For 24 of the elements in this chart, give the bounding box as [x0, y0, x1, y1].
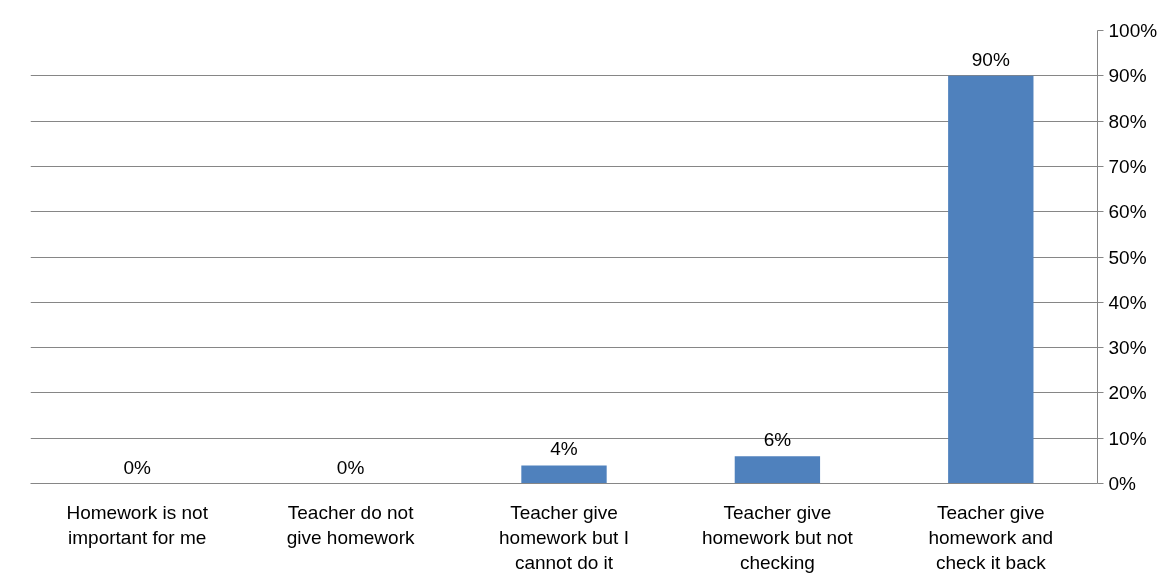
x-tick-label: Teacher give homework and check it back: [928, 501, 1054, 573]
data-label: 0%: [336, 456, 365, 478]
bar: [948, 75, 1034, 484]
data-label: 6%: [763, 429, 792, 451]
y-tick-label: 40%: [1108, 291, 1147, 313]
y-tick-label: 10%: [1108, 427, 1147, 449]
y-tick-label: 80%: [1108, 110, 1147, 132]
y-tick-label: 60%: [1108, 201, 1147, 223]
y-tick-label: 0%: [1108, 473, 1137, 494]
x-tick-label: Teacher do not give homework: [286, 501, 415, 548]
data-label: 90%: [971, 48, 1010, 70]
y-tick-label: 100%: [1108, 20, 1158, 41]
x-tick-label: Teacher give homework but not checking: [701, 501, 854, 573]
y-tick-label: 90%: [1108, 65, 1147, 87]
y-tick-label: 30%: [1108, 337, 1147, 359]
bar: [521, 465, 607, 484]
bar: [734, 456, 821, 484]
data-label: 4%: [550, 438, 578, 460]
data-label: 0%: [123, 456, 152, 478]
x-tick-label: Homework is not important for me: [66, 501, 209, 548]
y-tick-label: 50%: [1108, 246, 1147, 268]
y-tick-label: 70%: [1108, 155, 1147, 177]
x-tick-label: Teacher give homework but I cannot do it: [499, 501, 629, 573]
y-tick-label: 20%: [1108, 382, 1147, 404]
